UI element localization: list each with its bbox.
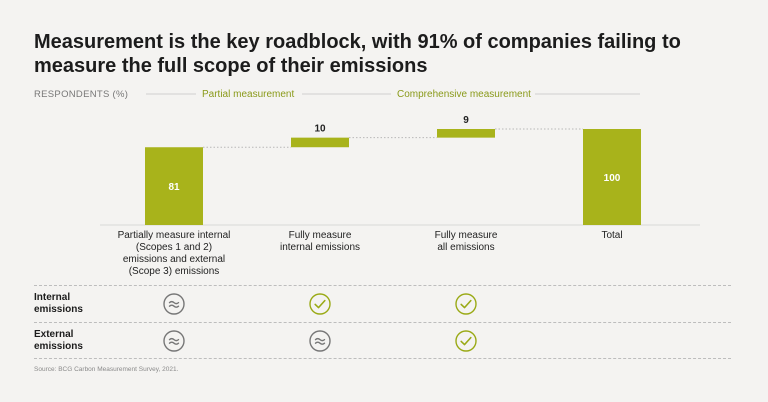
title-line-1: Measurement is the key roadblock, with 9… [34, 31, 681, 53]
title-line-2: measure the full scope of their emission… [34, 55, 428, 77]
row-divider-top [34, 285, 731, 286]
row-divider-bottom [34, 358, 731, 359]
category-label-4: Total [601, 230, 623, 241]
check-circle-icon [309, 293, 331, 315]
group-label-partial: Partial measurement [202, 89, 295, 100]
bar-4 [583, 129, 641, 225]
group-label-comprehensive: Comprehensive measurement [397, 89, 531, 100]
row-label-internal: Internal emissions [34, 292, 83, 315]
bar-value-label-4: 100 [604, 173, 621, 184]
category-label-2: Fully measure internal emissions [279, 230, 361, 253]
check-circle-icon [455, 330, 477, 352]
category-label-3: Fully measure all emissions [434, 230, 498, 253]
row-divider-middle [34, 322, 731, 323]
bar-value-label-2: 10 [314, 124, 326, 135]
category-label-1: Partially measure internal (Scopes 1 and… [117, 230, 231, 277]
bar-value-label-3: 9 [463, 115, 469, 126]
approx-circle-icon [163, 293, 185, 315]
check-circle-icon [455, 293, 477, 315]
bar-2 [291, 137, 349, 148]
bar-3 [437, 129, 495, 138]
chart-title: Measurement is the key roadblock, with 9… [34, 30, 734, 78]
source-note: Source: BCG Carbon Measurement Survey, 2… [34, 366, 179, 373]
approx-circle-icon [163, 330, 185, 352]
row-label-external: External emissions [34, 329, 83, 352]
y-axis-label: RESPONDENTS (%) [34, 89, 129, 100]
bar-1 [145, 147, 203, 225]
approx-circle-icon [309, 330, 331, 352]
bar-value-label-1: 81 [168, 182, 180, 193]
